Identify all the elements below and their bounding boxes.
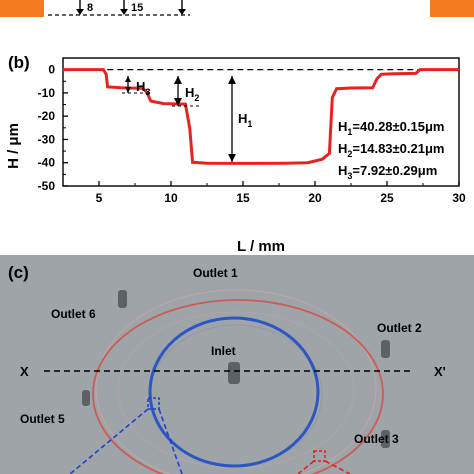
y-tick-label: 0 bbox=[48, 63, 55, 77]
y-tick-label: -30 bbox=[38, 132, 56, 146]
measurement-h2: H2=14.83±0.21μm bbox=[338, 141, 444, 159]
x-tick-label: 30 bbox=[452, 191, 466, 205]
outlet-6-label: Outlet 6 bbox=[51, 307, 96, 321]
x-tick-label: 20 bbox=[308, 191, 322, 205]
inlet-label: Inlet bbox=[211, 344, 236, 358]
y-tick-label: -40 bbox=[38, 156, 56, 170]
top-label-8: 8 bbox=[87, 2, 93, 14]
y-tick-label: -20 bbox=[38, 109, 56, 123]
outlet-3-label: Outlet 3 bbox=[354, 432, 399, 446]
outlet-5-label: Outlet 5 bbox=[20, 412, 65, 426]
orange-block-left bbox=[0, 0, 44, 17]
photo-rings bbox=[92, 289, 384, 474]
x-tick-label: 15 bbox=[236, 191, 250, 205]
x-tick-label: 25 bbox=[380, 191, 394, 205]
x-right-label: X' bbox=[434, 364, 446, 379]
panel-b-label: (b) bbox=[8, 53, 30, 72]
panel-c-label: (c) bbox=[8, 263, 29, 282]
chart-ticks: 5 10 15 20 25 30 0 -10 -20 -30 -40 -50 bbox=[38, 63, 466, 205]
plot-frame bbox=[62, 57, 460, 187]
h2-label: H2 bbox=[185, 85, 199, 103]
x-axis-label: L / mm bbox=[237, 238, 285, 255]
x-tick-label: 5 bbox=[96, 191, 103, 205]
top-strip-arrows: 8 15 bbox=[48, 0, 190, 16]
outlet-pins bbox=[82, 290, 390, 448]
y-axis-label: H / μm bbox=[5, 123, 22, 169]
y-tick-label: -50 bbox=[38, 179, 56, 193]
h-annotation-arrows bbox=[122, 76, 236, 162]
zoom-indicators bbox=[69, 397, 351, 474]
outlet-1-label: Outlet 1 bbox=[193, 266, 238, 280]
orange-block-right bbox=[430, 0, 474, 17]
height-profile-line bbox=[63, 68, 459, 165]
top-label-15: 15 bbox=[131, 2, 143, 14]
y-tick-label: -10 bbox=[38, 86, 56, 100]
outlet-2-label: Outlet 2 bbox=[377, 321, 422, 335]
x-tick-label: 10 bbox=[164, 191, 178, 205]
h3-label: H3 bbox=[136, 79, 150, 97]
chart-axes bbox=[62, 57, 460, 187]
measurement-h1: H1=40.28±0.15μm bbox=[338, 119, 444, 137]
x-left-label: X bbox=[20, 364, 29, 379]
h1-label: H1 bbox=[238, 111, 252, 129]
measurement-h3: H3=7.92±0.29μm bbox=[338, 163, 437, 181]
